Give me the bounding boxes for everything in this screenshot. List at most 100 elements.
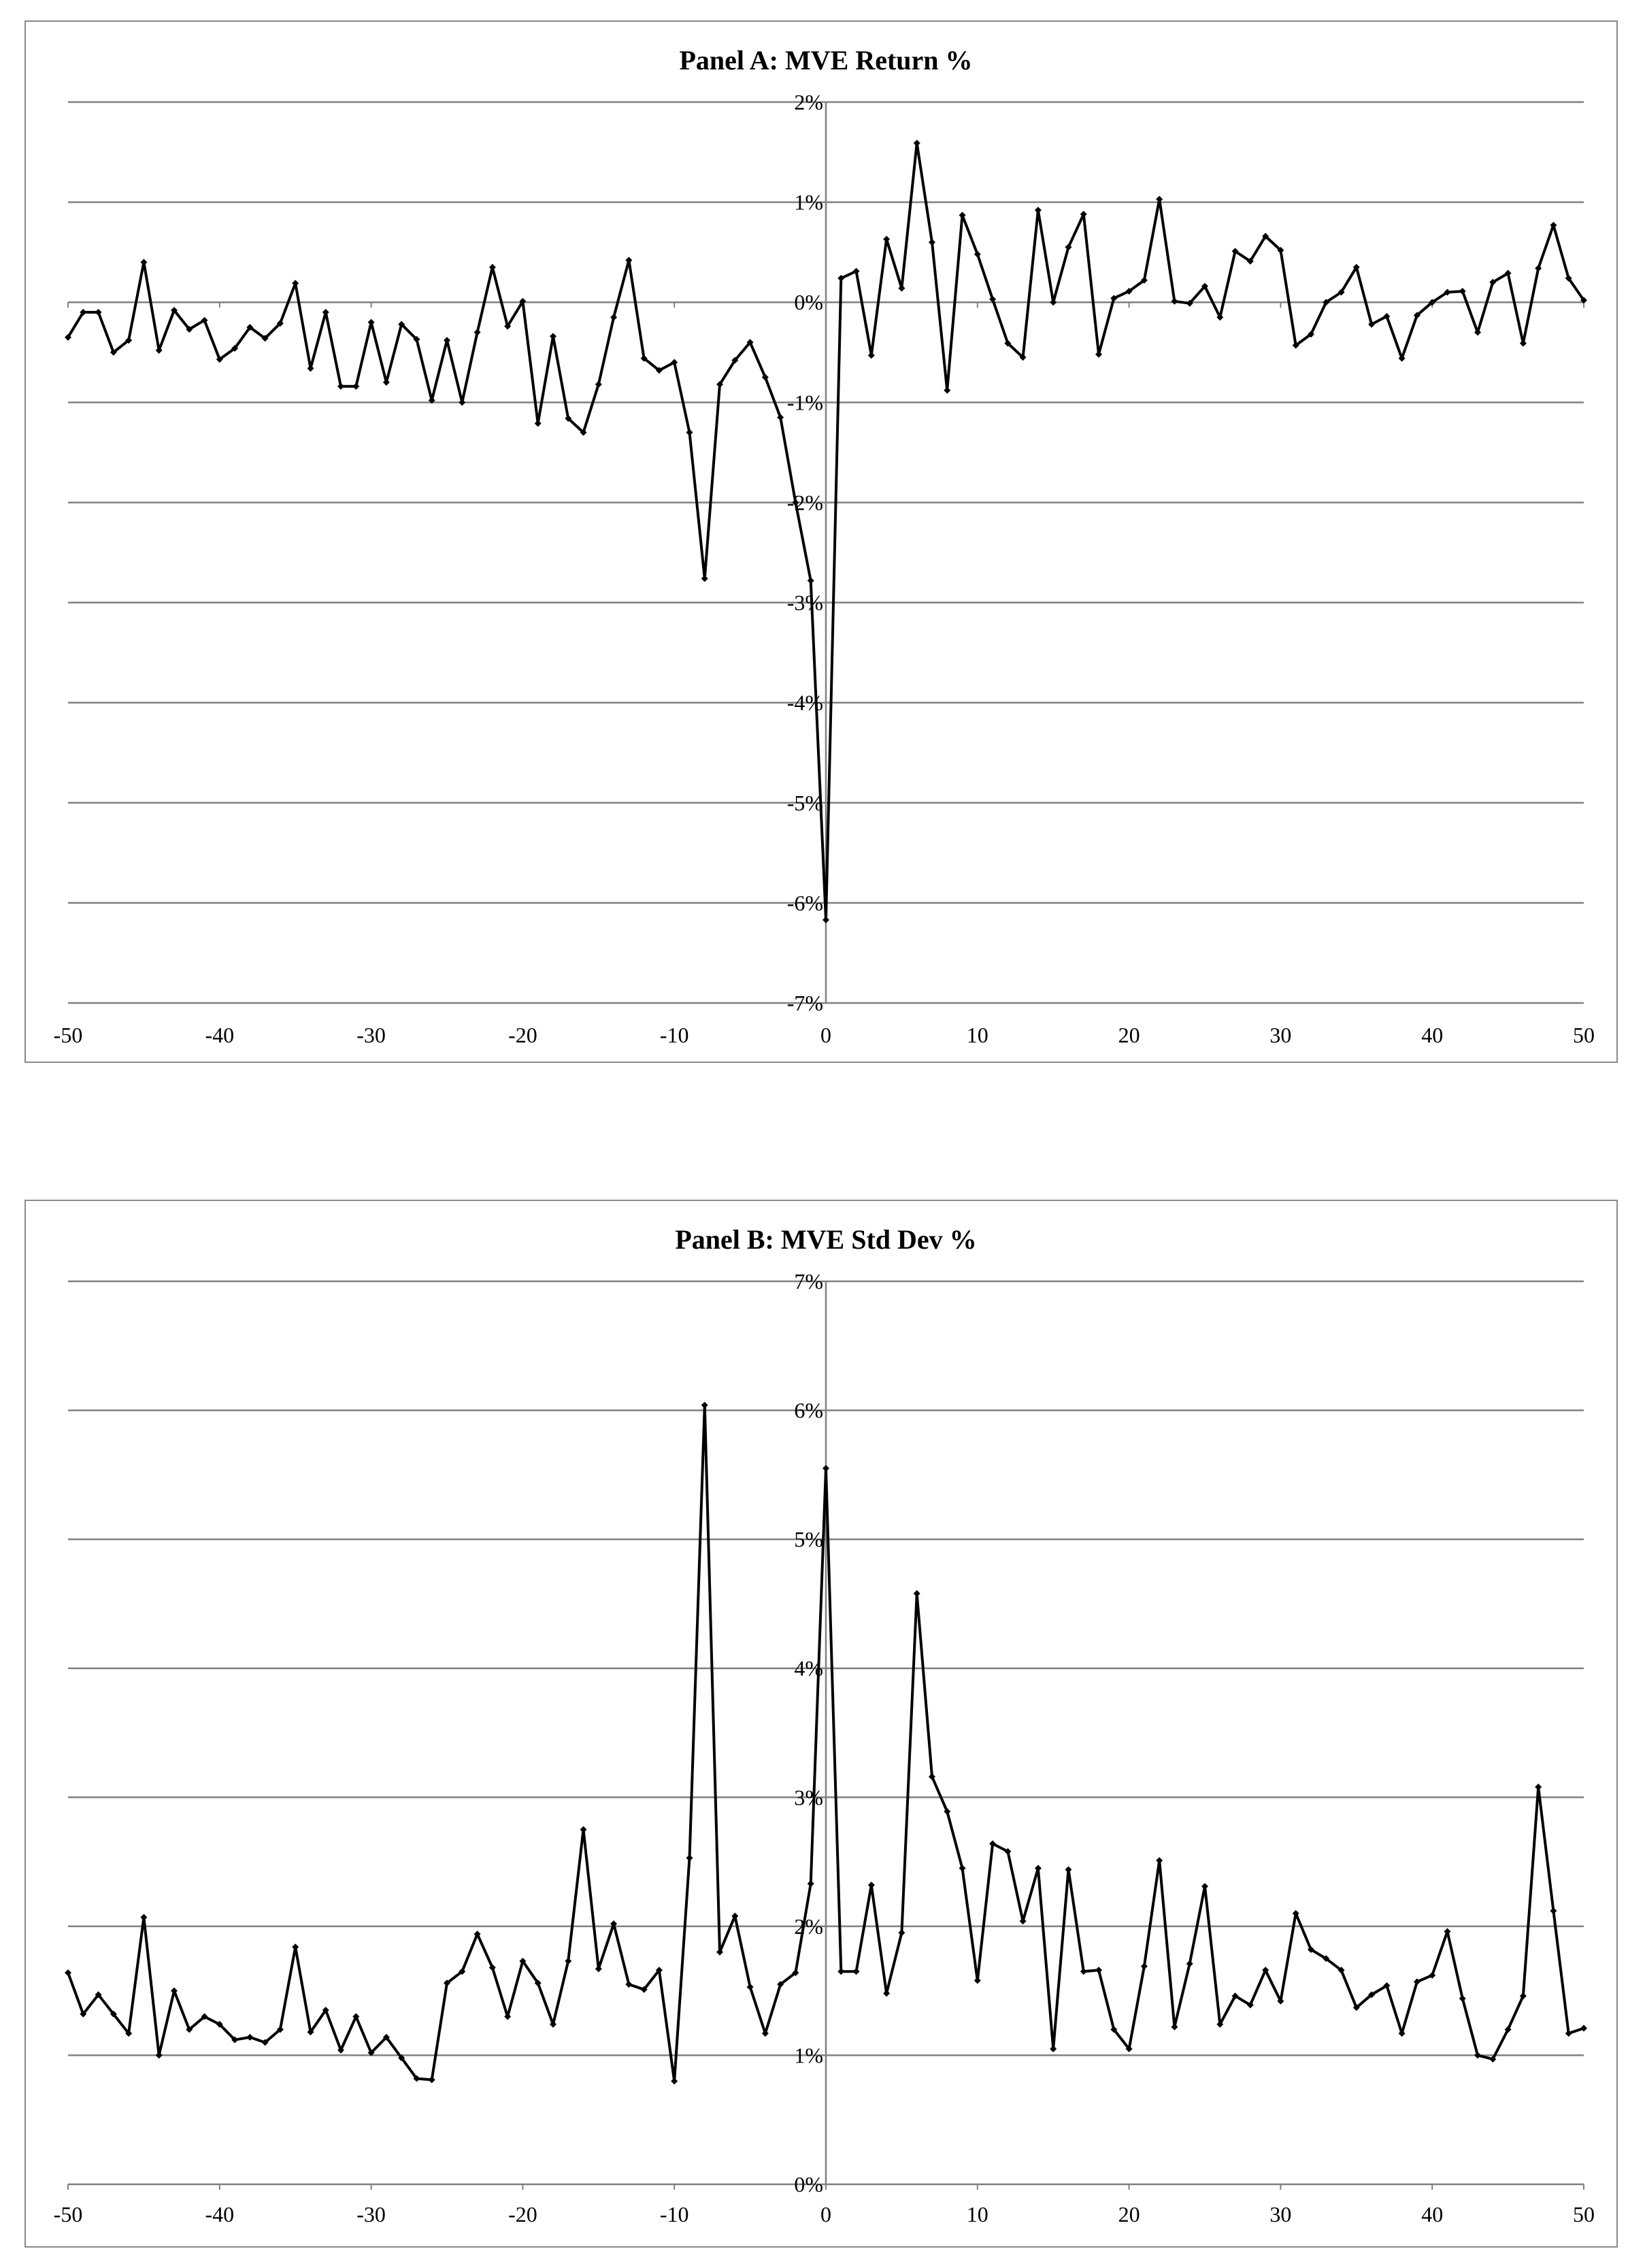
data-point [170,306,178,314]
data-point [1231,248,1239,255]
data-point [1095,1967,1103,1974]
data-point [655,1967,663,1974]
data-point [1307,331,1314,338]
data-point [155,346,163,354]
data-point [867,352,875,359]
data-point [382,378,390,386]
data-point [1535,265,1542,272]
chart-title: Panel A: MVE Return % [679,45,972,76]
data-point [944,1808,951,1815]
data-point [1337,1967,1345,1974]
data-point [867,1881,875,1889]
data-point [580,429,587,436]
data-point [504,323,512,330]
return-chart: Panel A: MVE Return %2%1%0%-1%-2%-3%-4%-… [54,45,1595,1047]
data-point [565,414,572,422]
data-point [1535,1784,1542,1791]
data-point [1065,244,1072,251]
data-point [928,238,935,246]
data-point [974,1977,981,1984]
data-point [1171,2023,1178,2031]
data-point [1262,233,1269,240]
data-point [80,2010,87,2018]
data-point [519,1958,527,1965]
data-point [610,1920,618,1928]
data-point [716,380,724,388]
data-point [792,499,799,506]
data-point [276,2026,284,2033]
data-point [80,308,87,316]
data-point [1156,1857,1163,1864]
data-point [686,429,693,436]
data-point [473,1930,481,1938]
data-point [852,1968,860,1975]
data-point [1519,340,1527,347]
data-point [1489,2056,1497,2063]
data-point [777,414,784,421]
data-point [1095,350,1103,358]
data-point [883,1990,891,1997]
y-tick-label: -6% [787,891,823,915]
data-point [246,324,254,331]
x-tick-label: 40 [1421,2202,1443,2226]
data-point [367,318,375,326]
data-point [170,1987,178,1994]
data-point [686,1854,693,1862]
data-point [761,2030,769,2037]
data-point [201,2013,208,2020]
data-point [1216,2020,1224,2028]
data-point [1323,299,1330,306]
data-point [1323,1955,1330,1962]
data-point [852,267,860,275]
x-tick-label: -50 [54,1023,83,1047]
data-point [473,329,481,336]
data-point [1565,2030,1572,2037]
data-point [1186,299,1193,307]
data-point [428,2076,435,2084]
x-tick-label: -20 [508,1023,537,1047]
std-dev-chart: Panel B: MVE Std Dev %7%6%5%4%3%2%1%0%-5… [54,1224,1595,2226]
data-point [1110,295,1118,302]
data-point [1292,1909,1299,1917]
data-point [807,1880,814,1888]
data-point [444,337,450,344]
data-point [671,359,678,366]
data-point [1292,342,1299,349]
data-point [1201,1883,1208,1890]
data-point [1504,2026,1512,2033]
y-tick-label: 2% [794,90,823,114]
data-point [352,382,360,390]
data-point [1352,2004,1360,2011]
data-point [186,2026,193,2033]
x-tick-label: 10 [967,1023,988,1047]
x-tick-label: -40 [205,2202,234,2226]
data-point [307,2028,314,2036]
data-point [1171,297,1178,305]
data-point [231,2036,239,2043]
data-point [1004,340,1012,347]
data-point [1246,2001,1254,2009]
chart-panel-a: Panel A: MVE Return % 2% 1% 0% -1% -2% -3% -4% -… [24,20,1618,1063]
y-tick-label: 6% [794,1398,823,1423]
data-point [1444,289,1451,296]
y-tick-label: -1% [787,390,823,414]
data-point [1383,312,1391,320]
data-point [428,397,435,404]
y-tick-label: 1% [794,2043,823,2067]
data-point [746,339,754,346]
data-point [1565,274,1572,282]
data-point [276,320,284,327]
data-point [322,2007,329,2014]
data-point [398,2054,405,2062]
data-point [1474,2052,1482,2059]
data-point [1519,1992,1527,2000]
data-point [898,1929,905,1937]
data-point [65,1969,71,1977]
x-tick-label: -50 [54,2202,83,2226]
data-point [549,2020,556,2028]
data-point [1474,329,1482,336]
data-point [640,355,648,362]
data-point [822,916,829,923]
data-point [1459,288,1466,295]
data-point [1125,288,1133,295]
